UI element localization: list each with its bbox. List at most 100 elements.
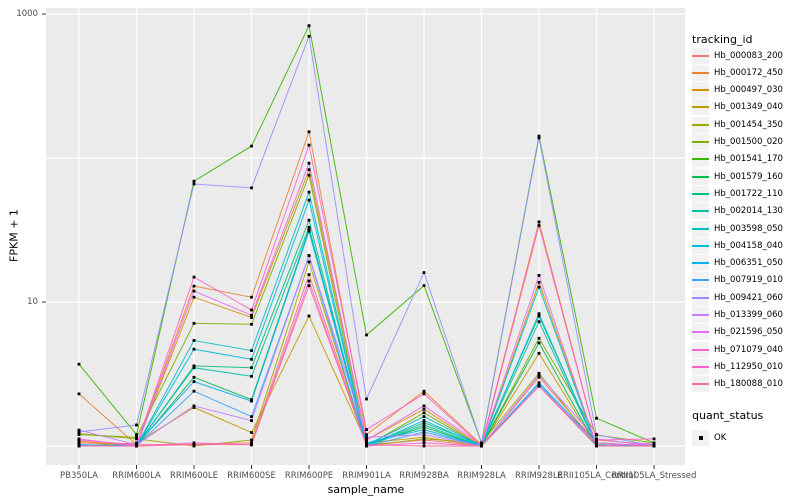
legend-entry-quant-ok: OK <box>692 429 726 446</box>
data-point <box>422 428 426 431</box>
data-point <box>422 433 426 436</box>
legend-entry-label: Hb_007919_010 <box>714 275 783 286</box>
data-point <box>537 375 541 379</box>
data-point <box>652 444 656 448</box>
data-point <box>422 425 426 429</box>
data-point <box>307 229 311 233</box>
data-point <box>422 444 426 448</box>
data-point <box>537 285 541 289</box>
data-point <box>307 254 311 257</box>
legend-entry-Hb_013399_060: Hb_013399_060 <box>692 307 783 324</box>
data-point <box>537 384 541 388</box>
legend-key-swatch <box>692 341 709 358</box>
x-tick-label: RRIM600SE <box>227 471 276 481</box>
x-tick-label: RRIM600LE <box>170 471 218 481</box>
legend-key-swatch <box>692 168 709 185</box>
panel-background <box>46 8 685 465</box>
y-tick-label: 1000 <box>16 9 38 19</box>
data-point <box>77 433 81 436</box>
data-point <box>595 416 598 420</box>
data-point <box>77 441 81 445</box>
legend-line-icon <box>692 141 709 143</box>
legend-line-icon <box>692 192 709 195</box>
data-point <box>422 404 426 408</box>
x-axis-title: sample_name <box>327 483 405 496</box>
data-point <box>250 419 253 422</box>
data-point <box>307 130 311 134</box>
data-point <box>537 371 541 375</box>
legend-line-icon <box>692 89 709 92</box>
data-point <box>307 279 311 283</box>
data-point <box>307 161 311 165</box>
legend-entry-label: Hb_002014_130 <box>714 206 783 217</box>
legend-line-icon <box>692 383 709 386</box>
data-point <box>77 438 81 442</box>
x-tick-label: RRII105LA_Stressed <box>611 471 697 481</box>
legend-entry-Hb_004158_040: Hb_004158_040 <box>692 237 783 254</box>
legend-line-icon <box>692 227 709 230</box>
data-point <box>480 444 483 448</box>
data-point <box>422 407 426 411</box>
legend-entry-label: Hb_001454_350 <box>714 119 783 130</box>
data-point <box>307 218 311 222</box>
legend-line-icon <box>692 279 709 282</box>
data-point <box>652 437 656 441</box>
data-point <box>422 441 426 445</box>
legend-key-swatch <box>692 64 709 81</box>
legend-key-swatch <box>692 376 709 393</box>
legend-entry-label: Hb_009421_060 <box>714 292 783 303</box>
data-point <box>537 314 541 318</box>
data-point <box>480 441 483 445</box>
data-point <box>422 419 426 422</box>
legend-entry-label: Hb_004158_040 <box>714 240 783 251</box>
legend-entry-Hb_006351_050: Hb_006351_050 <box>692 255 783 272</box>
data-point <box>307 273 311 276</box>
quant-ok-key <box>692 429 709 446</box>
data-point <box>192 322 196 325</box>
data-point <box>192 404 196 408</box>
data-point <box>135 444 138 448</box>
legend-line-icon <box>692 314 709 316</box>
legend-entry-Hb_112950_010: Hb_112950_010 <box>692 358 783 375</box>
legend-entry-label: Hb_112950_010 <box>714 361 783 372</box>
legend-key-swatch <box>692 307 709 323</box>
data-point <box>250 186 253 190</box>
data-point <box>307 173 311 177</box>
legend-entry-Hb_009421_060: Hb_009421_060 <box>692 289 783 306</box>
data-point <box>422 389 426 393</box>
x-tick-label: RRIM901LA <box>342 471 391 481</box>
legend-entry-Hb_071079_040: Hb_071079_040 <box>692 341 783 358</box>
legend-line-icon <box>692 365 709 368</box>
legend-key-swatch <box>692 47 709 64</box>
data-point <box>365 397 368 401</box>
legend-entry-Hb_180088_010: Hb_180088_010 <box>692 376 783 393</box>
legend-key-swatch <box>692 358 709 375</box>
data-point <box>537 280 541 284</box>
data-point <box>135 433 138 436</box>
data-point <box>537 351 541 355</box>
data-point <box>77 392 81 396</box>
legend-key-swatch <box>692 237 709 254</box>
legend-entry-label: Hb_180088_010 <box>714 379 783 390</box>
data-point <box>422 271 426 274</box>
data-point <box>537 312 541 316</box>
data-point <box>537 320 541 324</box>
data-point <box>307 198 311 202</box>
data-point <box>192 375 196 379</box>
data-point <box>595 441 598 445</box>
data-point <box>422 437 426 441</box>
legend-entry-Hb_007919_010: Hb_007919_010 <box>692 272 783 289</box>
legend-entry-Hb_000497_030: Hb_000497_030 <box>692 82 783 99</box>
legend-key-swatch <box>692 185 709 202</box>
legend-line-icon <box>692 158 709 161</box>
data-point <box>192 295 196 299</box>
data-point <box>365 433 368 436</box>
data-point <box>135 441 138 445</box>
data-point <box>192 284 196 288</box>
data-point <box>135 435 138 439</box>
legend-line-icon <box>692 175 709 178</box>
quant-ok-label: OK <box>714 432 727 443</box>
data-point <box>537 341 541 345</box>
data-point <box>192 366 196 370</box>
